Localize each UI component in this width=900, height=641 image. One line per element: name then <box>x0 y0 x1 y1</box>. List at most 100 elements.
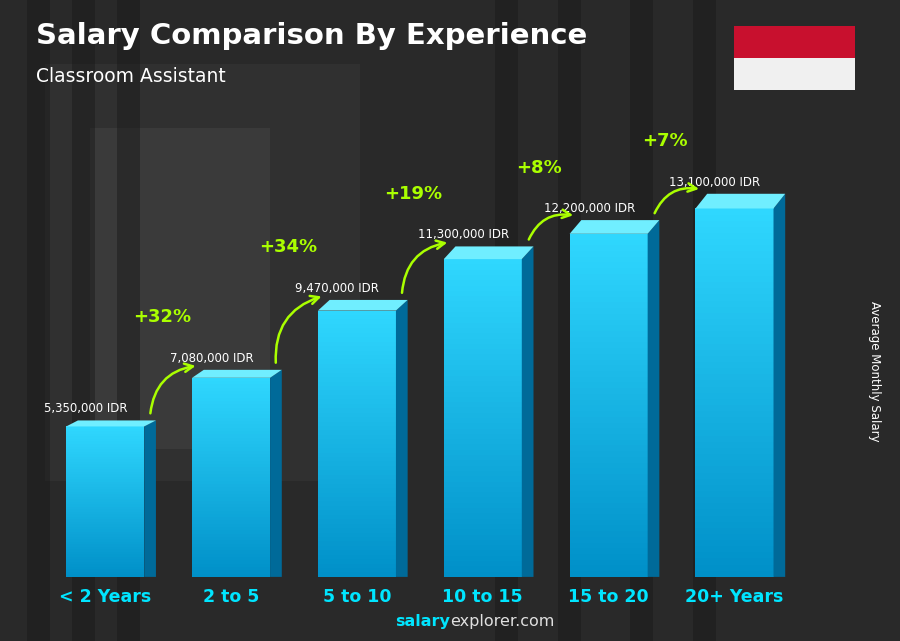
Bar <box>67 474 144 477</box>
Bar <box>318 568 396 572</box>
Text: 9,470,000 IDR: 9,470,000 IDR <box>295 281 380 295</box>
Bar <box>444 392 522 397</box>
Bar <box>696 472 773 479</box>
Bar <box>67 476 144 479</box>
Bar <box>444 376 522 381</box>
Bar <box>27 0 50 641</box>
Bar <box>696 288 773 294</box>
Bar <box>696 313 773 319</box>
Bar <box>318 439 396 444</box>
Bar <box>444 519 522 524</box>
Bar <box>570 342 648 348</box>
Bar <box>444 317 522 322</box>
Bar <box>192 411 270 414</box>
Bar <box>444 328 522 333</box>
Text: +7%: +7% <box>643 132 689 150</box>
Bar <box>570 440 648 445</box>
Bar <box>570 474 648 479</box>
Bar <box>67 472 144 474</box>
Bar <box>570 428 648 434</box>
Bar <box>696 522 773 528</box>
Bar <box>318 559 396 563</box>
Bar <box>570 303 648 308</box>
Bar <box>67 549 144 552</box>
Bar <box>696 515 773 522</box>
Bar <box>318 501 396 506</box>
Bar <box>67 487 144 489</box>
Bar <box>67 494 144 497</box>
Bar <box>570 297 648 303</box>
Bar <box>570 348 648 354</box>
Bar <box>444 572 522 577</box>
Bar <box>192 484 270 487</box>
Bar <box>67 512 144 514</box>
Bar <box>67 464 144 467</box>
Bar <box>45 64 360 481</box>
Bar <box>696 429 773 436</box>
Bar <box>696 263 773 270</box>
Bar <box>318 413 396 417</box>
Bar <box>444 476 522 481</box>
Bar <box>444 354 522 360</box>
Bar <box>318 475 396 479</box>
Bar <box>570 520 648 526</box>
Bar <box>72 0 94 641</box>
Bar <box>67 527 144 529</box>
Bar <box>570 542 648 548</box>
Polygon shape <box>144 420 156 577</box>
Bar <box>696 258 773 263</box>
Text: 5,350,000 IDR: 5,350,000 IDR <box>44 402 128 415</box>
Bar <box>570 388 648 394</box>
Bar <box>192 417 270 421</box>
Bar <box>67 447 144 449</box>
Bar <box>192 570 270 574</box>
Bar <box>192 385 270 388</box>
Bar <box>318 426 396 430</box>
Bar <box>444 529 522 535</box>
Bar <box>696 251 773 258</box>
Bar <box>318 399 396 404</box>
Bar <box>444 508 522 513</box>
Bar <box>318 346 396 351</box>
Bar <box>696 393 773 399</box>
Bar <box>570 457 648 463</box>
Polygon shape <box>396 300 408 577</box>
Bar <box>696 301 773 307</box>
Bar <box>444 307 522 312</box>
Bar <box>696 294 773 301</box>
Bar <box>318 310 396 315</box>
Bar <box>192 551 270 554</box>
Bar <box>192 421 270 424</box>
Bar <box>318 422 396 426</box>
Bar <box>318 386 396 390</box>
Bar <box>192 444 270 447</box>
Polygon shape <box>444 246 534 259</box>
Bar <box>444 291 522 296</box>
Bar <box>67 484 144 487</box>
Bar <box>192 424 270 428</box>
Bar <box>90 128 270 449</box>
Bar <box>192 567 270 570</box>
Bar <box>67 469 144 472</box>
Bar <box>67 532 144 534</box>
Bar <box>318 519 396 524</box>
Bar <box>570 560 648 565</box>
Bar <box>67 514 144 517</box>
Bar <box>570 274 648 279</box>
Bar <box>444 429 522 434</box>
Bar <box>67 462 144 464</box>
Bar <box>570 354 648 360</box>
Text: salary: salary <box>395 615 450 629</box>
Polygon shape <box>318 300 408 311</box>
Bar <box>318 479 396 484</box>
Bar <box>444 497 522 503</box>
Bar <box>318 537 396 542</box>
Bar <box>696 374 773 380</box>
Bar <box>444 270 522 275</box>
Bar <box>192 530 270 534</box>
Bar <box>570 360 648 365</box>
Bar <box>67 539 144 542</box>
Bar <box>192 507 270 510</box>
Bar <box>495 0 518 641</box>
Bar <box>444 402 522 408</box>
